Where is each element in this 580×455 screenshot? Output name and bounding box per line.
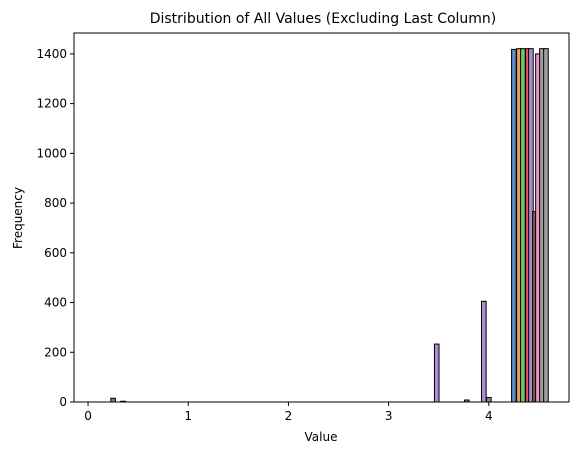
bars-group bbox=[110, 48, 549, 403]
histogram-bar-0 bbox=[110, 397, 116, 403]
y-tick-label-3: 600 bbox=[44, 246, 67, 260]
x-tick-label-0: 0 bbox=[84, 409, 92, 423]
histogram-bar-14 bbox=[543, 48, 549, 403]
x-tick-label-3: 3 bbox=[385, 409, 393, 423]
histogram-bar-5 bbox=[486, 397, 492, 403]
x-axis: 0 1 2 3 4 bbox=[84, 402, 493, 423]
y-tick-label-2: 400 bbox=[44, 296, 67, 310]
chart-title: Distribution of All Values (Excluding La… bbox=[150, 11, 497, 27]
x-tick-label-1: 1 bbox=[184, 409, 192, 423]
y-tick-label-5: 1000 bbox=[36, 146, 67, 160]
histogram-bar-4 bbox=[481, 300, 487, 403]
y-tick-label-1: 200 bbox=[44, 345, 67, 359]
y-tick-label-0: 0 bbox=[59, 395, 67, 409]
histogram-bar-6 bbox=[511, 48, 517, 403]
y-axis-label: Frequency bbox=[11, 187, 25, 249]
y-tick-label-7: 1400 bbox=[36, 47, 67, 61]
x-tick-label-4: 4 bbox=[485, 409, 493, 423]
histogram-bar-2 bbox=[433, 343, 440, 403]
y-axis: 0 200 400 600 800 1000 1200 1400 bbox=[36, 47, 74, 409]
x-axis-label: Value bbox=[305, 430, 338, 444]
y-tick-label-6: 1200 bbox=[36, 97, 67, 111]
plot-frame bbox=[73, 32, 570, 403]
histogram-bar-8 bbox=[520, 48, 526, 403]
y-tick-label-4: 800 bbox=[44, 196, 67, 210]
x-tick-label-2: 2 bbox=[285, 409, 293, 423]
